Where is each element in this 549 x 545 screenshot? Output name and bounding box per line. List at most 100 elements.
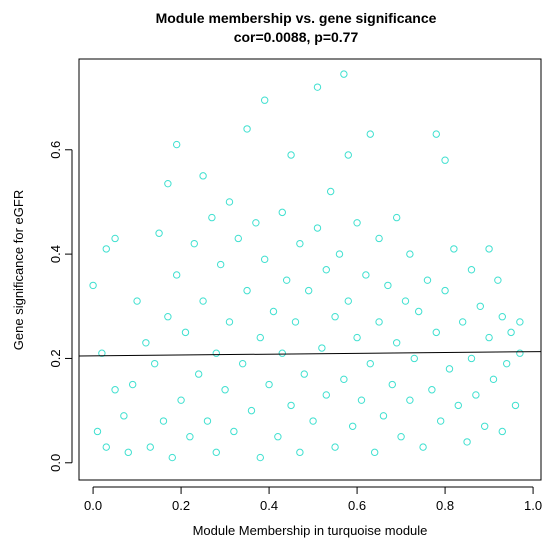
point <box>445 365 454 373</box>
point <box>269 307 278 316</box>
point <box>331 443 339 451</box>
point <box>467 354 476 363</box>
point <box>146 443 154 451</box>
point <box>181 328 190 337</box>
point <box>516 349 524 357</box>
point <box>256 333 264 342</box>
point <box>318 344 326 352</box>
point <box>340 70 348 78</box>
y-tick-label: 0.4 <box>48 245 63 263</box>
point <box>159 417 168 425</box>
point <box>216 260 225 269</box>
y-tick-label: 0.6 <box>48 141 63 159</box>
point <box>128 380 137 389</box>
point <box>265 380 273 389</box>
plot-frame <box>78 58 542 481</box>
point <box>172 271 181 279</box>
point <box>322 391 330 399</box>
point <box>238 359 247 368</box>
point <box>278 208 286 217</box>
point <box>370 448 379 457</box>
point <box>243 286 251 295</box>
chart-subtitle: cor=0.0088, p=0.77 <box>234 29 359 45</box>
point <box>344 151 352 159</box>
point <box>190 239 198 248</box>
point <box>203 417 212 425</box>
point <box>260 255 269 264</box>
point <box>428 386 436 394</box>
x-tick-label: 1.0 <box>524 498 542 513</box>
point <box>234 234 242 243</box>
point <box>454 401 462 410</box>
point <box>194 370 203 378</box>
point <box>89 281 97 290</box>
point <box>498 313 506 321</box>
point <box>296 448 304 457</box>
point <box>282 276 291 284</box>
point <box>252 219 260 227</box>
point <box>485 245 493 253</box>
point <box>507 328 515 337</box>
point <box>441 156 449 164</box>
point <box>340 375 348 384</box>
point <box>102 245 110 253</box>
point <box>406 250 414 258</box>
point <box>304 286 313 295</box>
point <box>516 318 524 326</box>
point <box>436 417 445 425</box>
x-tick-label: 0.2 <box>172 498 190 513</box>
point <box>256 453 264 462</box>
point <box>274 433 282 441</box>
point <box>208 213 216 222</box>
point <box>225 198 234 206</box>
x-axis-label: Module Membership in turquoise module <box>193 523 428 538</box>
point <box>379 412 388 420</box>
point <box>313 83 322 91</box>
point <box>155 229 163 237</box>
point <box>335 250 344 258</box>
point <box>212 349 220 357</box>
point <box>480 422 489 430</box>
point <box>410 354 418 363</box>
point <box>423 276 432 284</box>
point <box>353 333 361 342</box>
point <box>221 386 229 394</box>
point <box>353 219 361 227</box>
point <box>401 297 410 305</box>
point <box>93 427 102 436</box>
point <box>392 339 401 347</box>
point <box>498 427 506 436</box>
point <box>366 130 374 138</box>
point <box>111 386 119 394</box>
point <box>388 380 396 389</box>
point <box>164 179 172 188</box>
point <box>458 318 467 326</box>
point <box>348 422 357 430</box>
point <box>309 417 317 425</box>
point <box>489 375 498 384</box>
point <box>326 187 335 196</box>
x-tick-label: 0.8 <box>436 498 454 513</box>
point <box>278 349 286 357</box>
point <box>142 339 150 347</box>
point <box>485 333 493 342</box>
point <box>287 401 295 410</box>
y-tick-label: 0.0 <box>48 454 63 472</box>
point <box>472 391 480 399</box>
point <box>260 96 269 104</box>
point <box>296 239 304 248</box>
point <box>111 234 119 243</box>
point <box>322 266 330 274</box>
point <box>463 438 471 446</box>
point <box>419 443 427 451</box>
point <box>502 359 511 368</box>
point <box>375 318 383 326</box>
point <box>392 213 401 222</box>
point <box>199 172 207 180</box>
point <box>384 281 392 290</box>
point <box>164 313 172 321</box>
x-tick-label: 0.6 <box>348 498 366 513</box>
point <box>177 396 185 404</box>
point <box>494 276 502 284</box>
